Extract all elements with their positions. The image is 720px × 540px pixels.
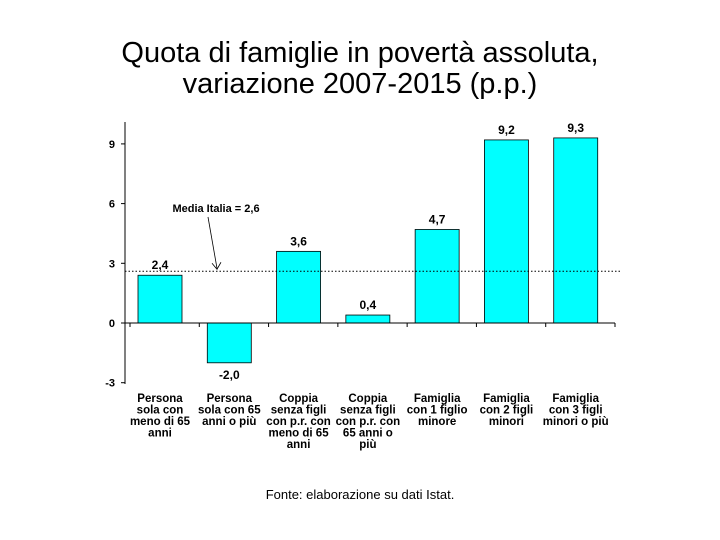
x-category-label: anni [287, 439, 311, 451]
bar [206, 322, 252, 364]
y-tick-label: 9 [109, 139, 115, 151]
bar [137, 274, 183, 324]
x-category-label: con p.r. con [336, 416, 401, 428]
bar-value-label: -2,0 [219, 368, 240, 382]
bar [484, 139, 529, 324]
x-category-label: Coppia [348, 393, 388, 405]
reference-line-label: Media Italia = 2,6 [172, 203, 259, 215]
x-category-label: senza figli [271, 405, 327, 417]
bar-value-label: 3,6 [290, 234, 307, 248]
source-note: Fonte: elaborazione su dati Istat. [265, 487, 455, 502]
x-category-label: anni o più [202, 416, 256, 428]
y-tick-label: -3 [105, 378, 115, 390]
bar [276, 250, 321, 324]
x-category-label: 65 anni o [343, 428, 393, 440]
bar-value-label: 9,3 [567, 121, 584, 135]
x-category-label: Famiglia [414, 393, 461, 405]
bar [345, 314, 391, 324]
y-tick-label: 3 [109, 258, 115, 270]
x-category-label: Famiglia [552, 393, 599, 405]
x-category-label: Famiglia [483, 393, 530, 405]
chart-title-line-2: variazione 2007-2015 (p.p.) [182, 68, 538, 100]
x-category-label: meno di 65 [269, 428, 330, 440]
y-tick-label: 0 [109, 318, 115, 330]
x-category-label: minori [489, 416, 524, 428]
y-tick-label: 6 [109, 199, 115, 211]
chart-title-line-1: Quota di famiglie in povertà assoluta, [121, 37, 599, 69]
bar-value-label: 9,2 [498, 123, 515, 137]
bar-value-label: 2,4 [152, 258, 169, 272]
x-category-label: minore [418, 416, 456, 428]
x-category-label: Coppia [279, 393, 319, 405]
x-category-label: con 2 figli [480, 405, 534, 417]
bar-value-label: 0,4 [360, 298, 377, 312]
x-category-label: più [359, 439, 376, 451]
bar [414, 229, 460, 324]
x-category-label: Persona [207, 393, 253, 405]
x-category-label: sola con 65 [198, 405, 261, 417]
x-category-label: con 1 figlio [407, 405, 468, 417]
x-category-label: con 3 figli [549, 405, 603, 417]
x-category-label: con p.r. con [266, 416, 331, 428]
x-category-label: sola con [137, 405, 184, 417]
bar [553, 137, 599, 324]
bar-value-label: 4,7 [429, 212, 446, 226]
chart-title: Quota di famiglie in povertà assoluta, v… [0, 38, 720, 100]
annotation-arrow-line [207, 216, 218, 269]
x-category-label: anni [148, 428, 172, 440]
x-category-label: senza figli [340, 405, 396, 417]
x-category-label: meno di 65 [130, 416, 191, 428]
annotation-arrowhead [211, 262, 222, 270]
x-category-label: minori o più [543, 416, 609, 428]
x-category-label: Persona [137, 393, 183, 405]
